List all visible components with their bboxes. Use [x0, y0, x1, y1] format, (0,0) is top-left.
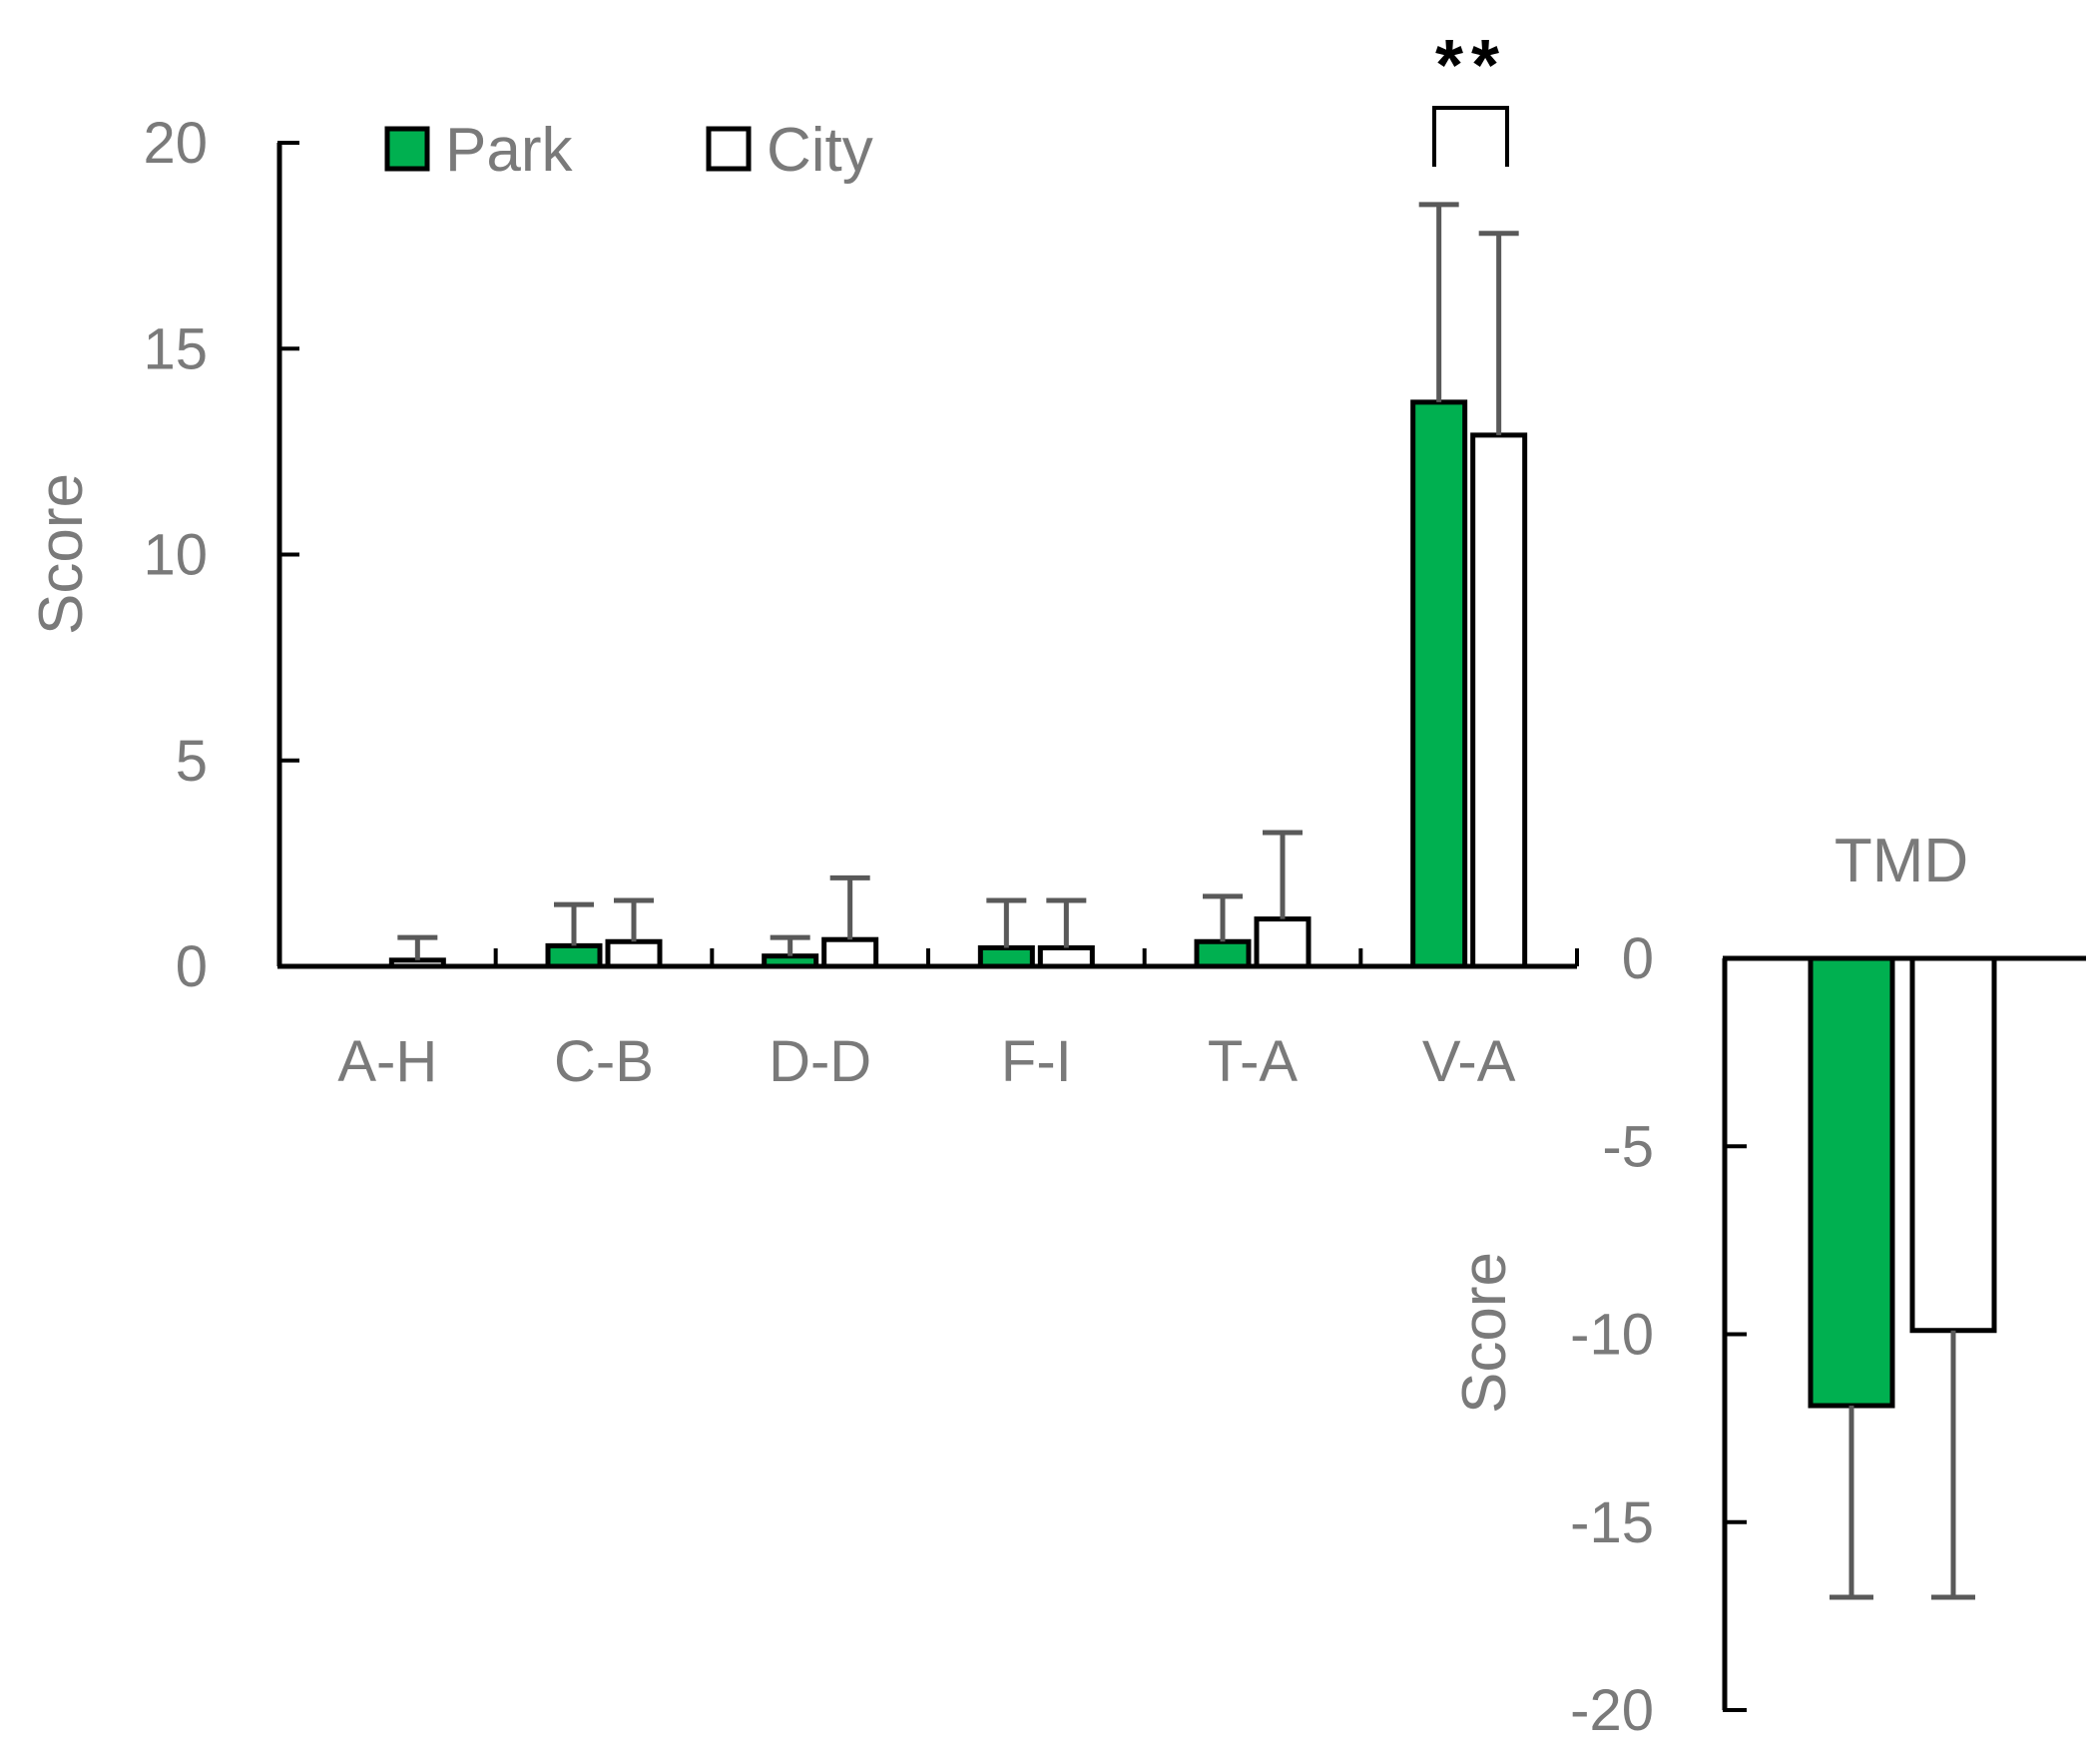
tmd-bars — [1808, 955, 1997, 1409]
main-y-tick-label: 20 — [143, 111, 208, 176]
legend: Park City — [384, 116, 873, 185]
bar-city-v-a — [1470, 432, 1528, 969]
tmd-y-tick-label: -5 — [1602, 1114, 1654, 1179]
tmd-title: TMD — [1835, 827, 1968, 895]
main-y-tick-label: 15 — [143, 316, 208, 381]
category-label-c-b: C-B — [554, 1029, 654, 1094]
legend-swatch-city — [706, 126, 752, 172]
bar-city-d-d — [821, 936, 879, 969]
main-error-bars — [397, 202, 1519, 960]
tmd-y-tick-label: 0 — [1622, 926, 1654, 991]
tmd-bar-park — [1808, 955, 1895, 1409]
tmd-y-ticks: 0 -5 -10 -15 -20 — [1570, 926, 1747, 1743]
main-y-axis-title: Score — [27, 473, 96, 635]
bar-city-c-b — [605, 938, 663, 969]
category-label-t-a: T-A — [1208, 1029, 1299, 1094]
tmd-y-tick-label: -15 — [1570, 1490, 1654, 1555]
main-y-tick-label: 10 — [143, 523, 208, 588]
tmd-chart: 0 -5 -10 -15 -20 TMD Score — [1450, 827, 2086, 1743]
bar-city-f-i — [1037, 944, 1095, 969]
tmd-bar-city — [1909, 955, 1997, 1334]
tmd-error-bars — [1830, 1330, 1975, 1600]
main-x-ticks — [493, 948, 1579, 966]
main-y-ticks: 0 5 10 15 20 — [143, 111, 299, 999]
category-label-d-d: D-D — [769, 1029, 871, 1094]
main-category-labels: A-H C-B D-D F-I T-A V-A — [337, 1029, 1515, 1094]
bar-park-d-d — [762, 953, 819, 969]
bar-park-f-i — [977, 944, 1035, 969]
bar-city-a-h — [388, 957, 446, 969]
main-y-tick-label: 0 — [176, 934, 208, 999]
significance-label: ** — [1435, 26, 1507, 106]
legend-label-park: Park — [445, 116, 573, 185]
main-bars — [388, 399, 1528, 969]
category-label-a-h: A-H — [337, 1029, 437, 1094]
significance-annotation: ** — [1432, 26, 1509, 167]
category-label-v-a: V-A — [1422, 1029, 1516, 1094]
bar-park-c-b — [545, 942, 603, 969]
tmd-y-tick-label: -10 — [1570, 1303, 1654, 1368]
legend-label-city: City — [767, 116, 873, 185]
legend-swatch-park — [384, 126, 430, 172]
bar-city-t-a — [1254, 916, 1312, 969]
category-label-f-i: F-I — [1001, 1029, 1072, 1094]
tmd-y-tick-label: -20 — [1570, 1678, 1654, 1743]
bar-park-v-a — [1410, 399, 1468, 969]
main-chart: 0 5 10 15 20 A-H C-B D-D F-I T-A V-A Score Park C… — [27, 26, 1579, 1094]
main-y-tick-label: 5 — [176, 729, 208, 794]
tmd-y-axis-title: Score — [1450, 1252, 1519, 1414]
significance-bracket — [1432, 106, 1509, 167]
bar-park-t-a — [1194, 938, 1252, 969]
